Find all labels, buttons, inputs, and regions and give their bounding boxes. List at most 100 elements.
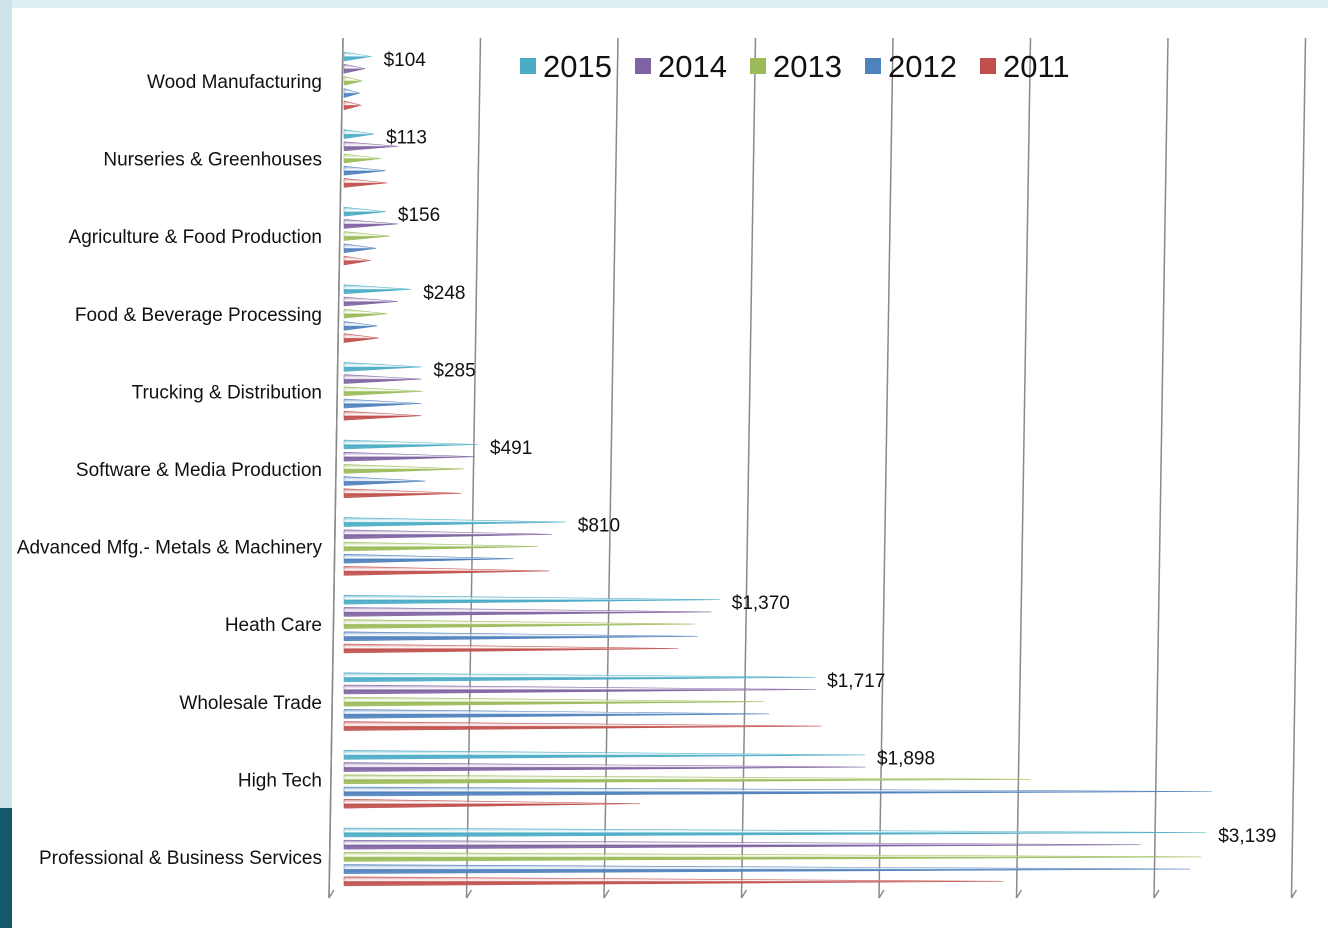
category-label-agriculture-food-production: Agriculture & Food Production (69, 227, 322, 248)
gridline-2000 (878, 37, 894, 899)
gridlines (328, 37, 1307, 899)
legend-swatch-2012 (865, 58, 881, 74)
bar-trucking-distribution-2015 (343, 362, 422, 372)
bar-high-tech-2011 (343, 798, 641, 809)
legend: 2015 2014 2013 2012 2011 (520, 49, 1070, 84)
legend-label-2011: 2011 (1003, 49, 1070, 84)
bar-nurseries-greenhouses-2015 (343, 129, 375, 139)
bar-heath-care-2011 (343, 643, 679, 654)
gridline-3500 (1290, 37, 1307, 899)
bar-nurseries-greenhouses-2013 (343, 153, 382, 164)
legend-swatch-2015 (520, 58, 536, 74)
category-label-wholesale-trade: Wholesale Trade (179, 693, 322, 714)
bar-professional-business-services-2015 (343, 827, 1207, 838)
legend-swatch-2014 (635, 58, 651, 74)
bar-food-beverage-processing-2015 (343, 284, 412, 295)
gridline-foot-500 (465, 889, 473, 899)
legend-swatch-2013 (750, 58, 766, 74)
bar-high-tech-2013 (343, 774, 1031, 785)
bar-food-beverage-processing-2014 (343, 296, 399, 307)
bar-agriculture-food-production-2015 (343, 206, 386, 217)
category-label-software-media-production: Software & Media Production (76, 460, 322, 481)
gridline-1500 (740, 37, 757, 899)
gridline-foot-0 (328, 889, 335, 899)
bar-agriculture-food-production-2013 (343, 231, 390, 241)
data-label-wood-manufacturing: $104 (384, 50, 427, 71)
gridline-2500 (1015, 37, 1032, 899)
bar-nurseries-greenhouses-2011 (343, 178, 388, 188)
data-labels: $104 $113 $156 $248 $285 $491 $810 $1,370 $1,717… (384, 50, 1277, 847)
category-axis-line (328, 37, 344, 899)
gridline-foot-2000 (878, 889, 885, 899)
bar-professional-business-services-2011 (343, 876, 1004, 887)
bar-food-beverage-processing-2013 (343, 308, 388, 319)
category-label-nurseries-greenhouses: Nurseries & Greenhouses (103, 150, 322, 171)
category-axis (328, 37, 344, 899)
slide-edge-strip (0, 0, 12, 928)
legend-swatch-2011 (980, 58, 996, 74)
bar-advanced-mfg-metals-machinery-2011 (343, 566, 550, 576)
data-label-agriculture-food-production: $156 (398, 205, 440, 226)
bars (343, 51, 1213, 887)
legend-label-2015: 2015 (543, 49, 612, 84)
bar-software-media-production-2011 (343, 488, 462, 499)
bar-trucking-distribution-2013 (343, 386, 423, 397)
category-label-heath-care: Heath Care (225, 615, 322, 636)
category-label-wood-manufacturing: Wood Manufacturing (147, 72, 322, 93)
legend-label-2012: 2012 (888, 49, 957, 84)
bar-wholesale-trade-2012 (343, 709, 770, 719)
bar-wood-manufacturing-2011 (343, 100, 363, 111)
category-label-high-tech: High Tech (238, 770, 322, 791)
bar-nurseries-greenhouses-2014 (343, 141, 399, 152)
data-label-wholesale-trade: $1,717 (827, 671, 885, 692)
data-label-trucking-distribution: $285 (433, 360, 475, 381)
legend-label-2013: 2013 (773, 49, 842, 84)
category-label-trucking-distribution: Trucking & Distribution (132, 382, 322, 403)
data-label-advanced-mfg-metals-machinery: $810 (578, 516, 620, 537)
gridline-foot-3500 (1290, 889, 1298, 899)
data-label-high-tech: $1,898 (877, 748, 935, 769)
bar-wholesale-trade-2015 (343, 672, 816, 683)
bar-professional-business-services-2012 (343, 864, 1191, 874)
data-label-heath-care: $1,370 (732, 593, 790, 614)
bar-software-media-production-2015 (343, 439, 479, 450)
gridline-foot-2500 (1015, 889, 1023, 899)
bar-software-media-production-2014 (343, 451, 476, 462)
bar-heath-care-2012 (343, 631, 698, 642)
category-label-advanced-mfg-metals-machinery: Advanced Mfg.- Metals & Machinery (17, 538, 323, 559)
bar-agriculture-food-production-2012 (343, 243, 377, 254)
data-label-food-beverage-processing: $248 (423, 283, 465, 304)
bar-wholesale-trade-2011 (343, 721, 822, 731)
data-label-nurseries-greenhouses: $113 (386, 128, 427, 149)
bar-advanced-mfg-metals-machinery-2014 (343, 529, 553, 540)
bar-wholesale-trade-2013 (343, 696, 764, 707)
bar-professional-business-services-2013 (343, 852, 1202, 862)
bar-chart: Wood Manufacturing Nurseries & Greenhouse… (17, 37, 1307, 899)
bar-food-beverage-processing-2012 (343, 321, 378, 331)
data-label-software-media-production: $491 (490, 438, 532, 459)
bar-advanced-mfg-metals-machinery-2012 (343, 553, 514, 564)
bar-agriculture-food-production-2014 (343, 219, 399, 229)
slide-edge-accent (0, 808, 12, 928)
bar-agriculture-food-production-2011 (343, 255, 371, 266)
bar-wholesale-trade-2014 (343, 684, 817, 695)
category-labels: Wood Manufacturing Nurseries & Greenhouse… (17, 72, 323, 869)
bar-software-media-production-2013 (343, 464, 465, 474)
bar-food-beverage-processing-2011 (343, 333, 379, 343)
bar-advanced-mfg-metals-machinery-2013 (343, 541, 539, 552)
category-label-professional-business-services: Professional & Business Services (39, 848, 322, 869)
data-label-professional-business-services: $3,139 (1218, 826, 1276, 847)
gridline-foot-1000 (603, 889, 610, 899)
bar-wood-manufacturing-2012 (343, 88, 361, 98)
bar-wood-manufacturing-2014 (343, 63, 366, 74)
category-label-food-beverage-processing: Food & Beverage Processing (75, 305, 322, 326)
legend-label-2014: 2014 (658, 49, 727, 84)
bar-software-media-production-2012 (343, 476, 426, 486)
bar-heath-care-2013 (343, 619, 696, 629)
bar-high-tech-2015 (343, 750, 865, 760)
chart-card: Wood Manufacturing Nurseries & Greenhouse… (12, 8, 1328, 928)
gridline-3000 (1153, 37, 1169, 899)
gridline-foot-3000 (1153, 889, 1160, 899)
bar-high-tech-2014 (343, 762, 866, 772)
bar-professional-business-services-2014 (343, 839, 1141, 850)
